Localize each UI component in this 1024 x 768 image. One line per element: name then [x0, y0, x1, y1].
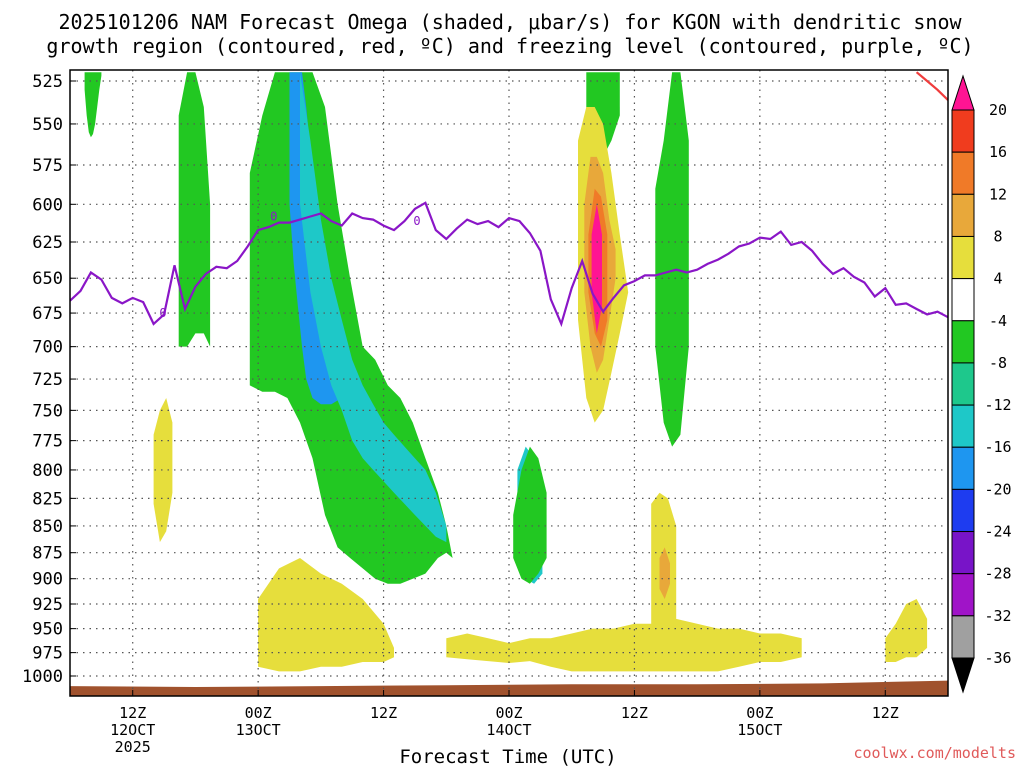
x-tick-label-30-1: 12Z — [370, 704, 397, 722]
colorbar-label-11: -28 — [984, 565, 1011, 583]
colorbar-label-1: 16 — [989, 143, 1007, 161]
omega-region-13 — [153, 398, 173, 543]
colorbar-bin-2 — [951, 151, 975, 195]
colorbar-bin-12 — [951, 573, 975, 617]
x-tick-label-78-1: 12Z — [872, 704, 899, 722]
grid-lines — [70, 70, 948, 696]
omega-shading — [70, 72, 948, 696]
y-tick-label-1000: 1000 — [22, 667, 63, 687]
x-tick-label-66-1: 00Z — [746, 704, 773, 722]
y-tick-label-925: 925 — [32, 595, 63, 615]
omega-region-0 — [84, 72, 102, 138]
colorbar-bin-8 — [951, 404, 975, 448]
y-tick-label-850: 850 — [32, 517, 63, 537]
x-tick-label-42-2: 14OCT — [486, 721, 531, 739]
y-tick-label-550: 550 — [32, 115, 63, 135]
series-line-1 — [915, 71, 948, 101]
colorbar-label-0: 20 — [989, 101, 1007, 119]
colorbar-label-12: -32 — [984, 607, 1011, 625]
y-tick-label-975: 975 — [32, 644, 63, 664]
x-tick-label-42-1: 00Z — [495, 704, 522, 722]
colorbar-bin-1 — [951, 109, 975, 153]
colorbar-bin-5 — [951, 278, 975, 322]
x-tick-label-18-1: 00Z — [245, 704, 272, 722]
omega-region-18 — [885, 599, 928, 662]
freezing-level-label-2: 0 — [413, 214, 420, 228]
colorbar-label-3: 8 — [993, 227, 1002, 245]
x-tick-label-6-2: 12OCT — [110, 721, 155, 739]
y-tick-label-725: 725 — [32, 370, 63, 390]
colorbar-bin-6 — [951, 320, 975, 364]
colorbar-bin-7 — [951, 362, 975, 406]
omega-region-15 — [446, 618, 802, 672]
colorbar-label-6: -8 — [989, 354, 1007, 372]
colorbar-top-cap — [951, 74, 975, 111]
x-tick-label-18-2: 13OCT — [236, 721, 281, 739]
colorbar-bin-4 — [951, 235, 975, 280]
omega-region-8 — [655, 72, 689, 447]
colorbar-label-9: -20 — [984, 480, 1011, 498]
axes: 525 550 575 600 625 650 675 700 725 750 775 800 825 8… — [22, 69, 949, 756]
y-tick-label-625: 625 — [32, 233, 63, 253]
colorbar-bin-3 — [951, 193, 975, 237]
colorbar-bin-13 — [951, 615, 975, 659]
colorbar-bin-9 — [951, 446, 975, 490]
y-tick-label-600: 600 — [32, 195, 63, 215]
credit-link[interactable]: coolwx.com/modelts — [853, 744, 1016, 762]
chart-title-line2: growth region (contoured, red, ºC) and f… — [46, 34, 973, 58]
omega-region-12 — [591, 204, 602, 334]
y-tick-label-750: 750 — [32, 401, 63, 421]
y-tick-label-675: 675 — [32, 304, 63, 324]
x-tick-label-6-3: 2025 — [115, 738, 151, 756]
colorbar-bottom-cap — [951, 657, 975, 694]
colorbar-bin-11 — [951, 531, 975, 575]
colorbar-label-7: -12 — [984, 396, 1011, 414]
colorbar-label-8: -16 — [984, 438, 1011, 456]
colorbar-label-13: -36 — [984, 649, 1011, 667]
y-tick-label-650: 650 — [32, 269, 63, 289]
colorbar-label-10: -24 — [984, 523, 1011, 541]
y-tick-label-575: 575 — [32, 156, 63, 176]
freezing-level-label-0: 0 — [159, 306, 166, 320]
y-tick-label-950: 950 — [32, 620, 63, 640]
colorbar: 20 16 12 8 4 -4 -8 -12 -16 -20 -24 -28 -32 -36 — [951, 74, 1012, 694]
freezing-level-label-1: 0 — [270, 210, 277, 224]
y-tick-label-700: 700 — [32, 338, 63, 358]
x-tick-label-66-2: 15OCT — [737, 721, 782, 739]
y-tick-label-775: 775 — [32, 432, 63, 452]
x-axis-label: Forecast Time (UTC) — [399, 746, 616, 768]
series-line-0 — [70, 201, 948, 328]
y-tick-label-800: 800 — [32, 461, 63, 481]
colorbar-label-5: -4 — [989, 312, 1007, 330]
y-tick-label-875: 875 — [32, 544, 63, 564]
contour-lines: 0 0 0 — [70, 71, 948, 328]
y-tick-label-900: 900 — [32, 570, 63, 590]
colorbar-label-4: 4 — [993, 270, 1002, 288]
chart-title-line1: 2025101206 NAM Forecast Omega (shaded, μ… — [58, 10, 962, 34]
omega-region-14 — [258, 558, 394, 672]
omega-region-4 — [300, 72, 447, 543]
colorbar-label-2: 12 — [989, 185, 1007, 203]
x-tick-label-54-1: 12Z — [621, 704, 648, 722]
colorbar-bin-10 — [951, 488, 975, 533]
y-tick-label-825: 825 — [32, 489, 63, 509]
omega-region-6 — [513, 446, 547, 584]
omega-region-17 — [659, 547, 670, 599]
x-tick-label-6-1: 12Z — [119, 704, 146, 722]
y-tick-label-525: 525 — [32, 72, 63, 92]
